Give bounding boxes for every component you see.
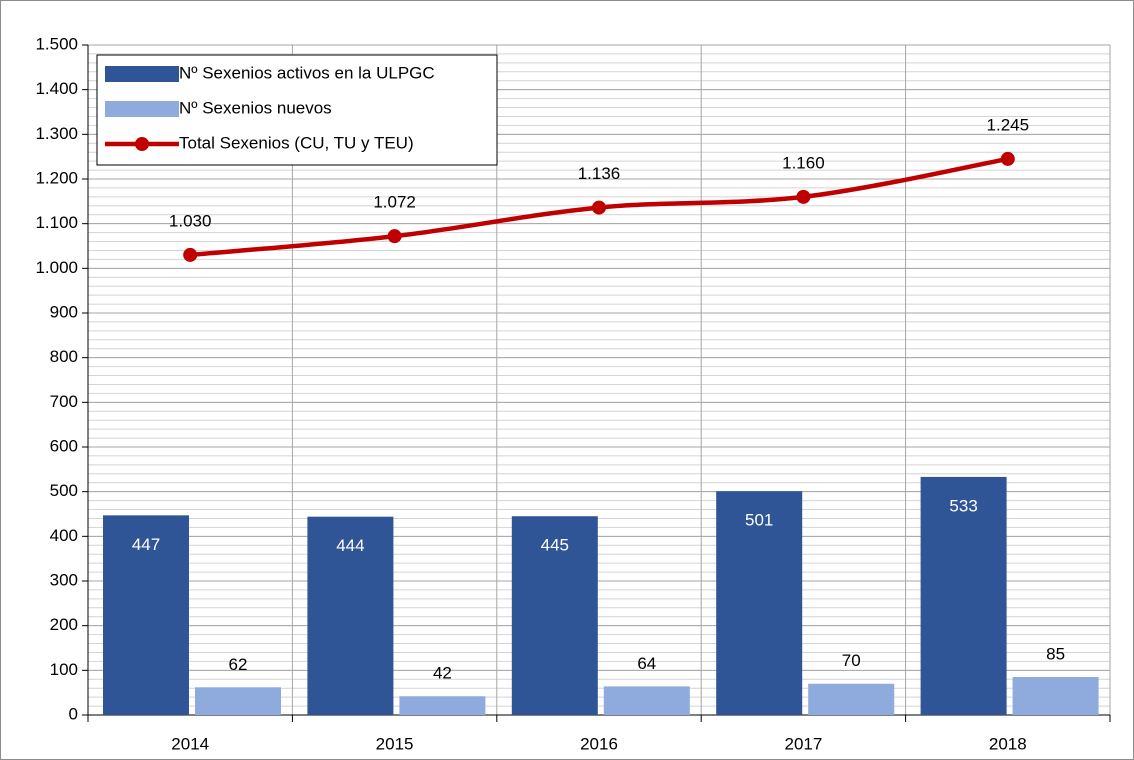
data-label: 501 <box>745 511 773 530</box>
data-label: 1.030 <box>169 211 212 230</box>
x-tick-label: 2017 <box>784 734 822 753</box>
data-label: 1.245 <box>987 115 1030 134</box>
bar <box>511 516 598 715</box>
y-tick-label: 600 <box>50 436 78 455</box>
data-label: 42 <box>433 664 452 683</box>
bar <box>399 696 486 715</box>
y-tick-label: 200 <box>50 615 78 634</box>
line-marker <box>796 189 811 204</box>
legend-swatch <box>105 66 179 82</box>
data-label: 62 <box>229 655 248 674</box>
y-tick-label: 1.100 <box>35 213 78 232</box>
legend-swatch <box>105 101 179 117</box>
data-label: 444 <box>336 536 364 555</box>
bar <box>920 476 1007 715</box>
y-tick-label: 1.300 <box>35 124 78 143</box>
line-marker <box>592 200 606 215</box>
bar <box>808 683 895 715</box>
legend-marker <box>135 137 149 151</box>
y-tick-label: 1.200 <box>35 168 78 187</box>
y-tick-label: 0 <box>69 704 78 723</box>
data-label: 1.160 <box>782 153 825 172</box>
y-tick-label: 100 <box>50 660 78 679</box>
x-tick-label: 2016 <box>580 734 618 753</box>
legend-label: Nº Sexenios activos en la ULPGC <box>179 63 435 82</box>
data-label: 533 <box>949 496 977 515</box>
y-tick-label: 1.000 <box>35 258 78 277</box>
data-label: 85 <box>1046 645 1065 664</box>
data-label: 70 <box>842 651 861 670</box>
y-tick-label: 300 <box>50 570 78 589</box>
y-tick-label: 700 <box>50 392 78 411</box>
data-label: 64 <box>637 654 656 673</box>
line-marker <box>183 247 198 262</box>
bar <box>195 687 281 715</box>
x-tick-label: 2018 <box>989 734 1027 753</box>
y-tick-label: 500 <box>50 481 78 500</box>
legend-label: Nº Sexenios nuevos <box>179 98 332 117</box>
line-marker <box>1000 151 1015 166</box>
data-label: 447 <box>132 535 160 554</box>
x-tick-label: 2014 <box>171 734 209 753</box>
y-tick-label: 1.400 <box>35 79 78 98</box>
y-tick-label: 400 <box>50 526 78 545</box>
y-tick-label: 1.500 <box>35 34 78 53</box>
bar <box>603 686 690 715</box>
bar <box>307 516 394 715</box>
legend-label: Total Sexenios (CU, TU y TEU) <box>179 133 414 152</box>
data-label: 445 <box>541 536 569 555</box>
y-tick-label: 900 <box>50 302 78 321</box>
line-marker <box>387 229 402 244</box>
x-tick-label: 2015 <box>376 734 414 753</box>
y-tick-label: 800 <box>50 347 78 366</box>
bar <box>1012 677 1099 715</box>
bar <box>103 515 189 715</box>
data-label: 1.072 <box>373 193 416 212</box>
data-label: 1.136 <box>578 164 621 183</box>
bar <box>716 491 803 715</box>
